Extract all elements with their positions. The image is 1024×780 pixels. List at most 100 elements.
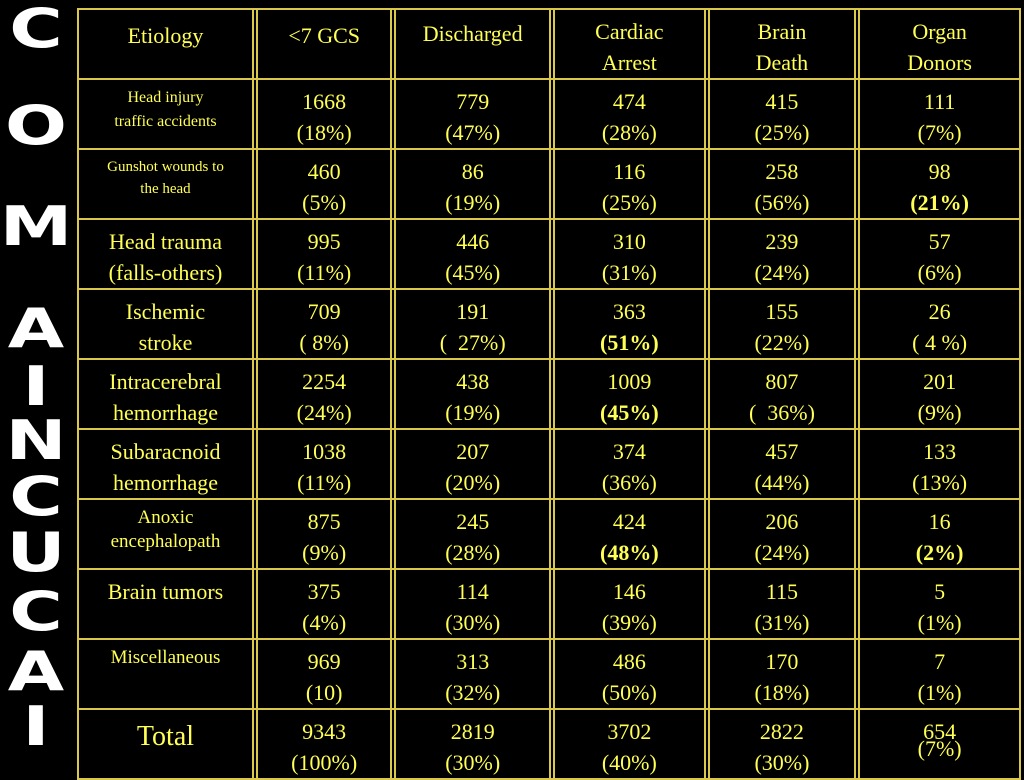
- column-separator: [253, 570, 259, 640]
- cell-value: 115: [765, 579, 799, 604]
- table-row: Subaracnoid hemorrhage 1038 (11%) 207 (20%…: [79, 430, 1019, 500]
- cell-gcs: 875 (9%): [258, 500, 393, 570]
- cell-gcs: 1668 (18%): [258, 80, 393, 150]
- table-row: Miscellaneous 969 (10) 313 (32%) 486 (50%) …: [79, 640, 1019, 710]
- column-separator: [392, 360, 397, 430]
- column-separator: [253, 640, 259, 710]
- cell-discharged: 86 (19%): [396, 150, 551, 220]
- side-title-letter: A: [7, 297, 65, 360]
- cell-percent: (25%): [601, 190, 657, 215]
- cell-brain-death: 239 (24%): [709, 220, 857, 290]
- side-title-letter: U: [6, 521, 66, 584]
- row-label: Brain tumors: [79, 570, 254, 640]
- cell-percent: (10): [305, 680, 343, 705]
- cell-value: 9343: [302, 719, 347, 744]
- header-gcs: <7 GCS: [258, 10, 393, 80]
- side-title: C O M A I N C U C A I: [0, 0, 72, 768]
- cell-value: 424: [612, 509, 646, 534]
- column-separator: [253, 10, 259, 80]
- table-row: Head injury traffic accidents 1668 (18%) …: [79, 80, 1019, 150]
- cell-value: 438: [456, 369, 490, 394]
- column-separator: [705, 500, 710, 570]
- column-separator: [856, 430, 861, 500]
- cell-cardiac: 474 (28%): [555, 80, 706, 150]
- cell-percent: (48%): [600, 540, 659, 565]
- column-separator: [705, 360, 710, 430]
- column-separator: [253, 80, 259, 150]
- cell-percent: (6%): [917, 260, 962, 285]
- cell-value: 114: [456, 579, 489, 604]
- cell-gcs: 2254 (24%): [258, 360, 393, 430]
- cell-percent: (24%): [754, 540, 810, 565]
- column-separator: [392, 500, 397, 570]
- row-label: Miscellaneous: [79, 640, 254, 710]
- column-separator: [253, 500, 259, 570]
- cell-value: 415: [765, 89, 799, 114]
- column-separator: [706, 710, 710, 778]
- cell-cardiac: 116 (25%): [555, 150, 706, 220]
- column-separator: [551, 10, 556, 80]
- cell-value: 969: [307, 649, 341, 674]
- cell-percent: (32%): [445, 680, 501, 705]
- cell-value: 3702: [607, 719, 652, 744]
- cell-value: 170: [765, 649, 799, 674]
- cell-value: 474: [612, 89, 646, 114]
- cell-value: 807: [765, 369, 799, 394]
- etiology-table: Etiology <7 GCS Discharged Cardiac Arres…: [77, 8, 1021, 780]
- cell-percent: (28%): [601, 120, 657, 145]
- row-label-line: hemorrhage: [112, 400, 219, 425]
- header-cardiac-arrest-line: Cardiac: [595, 19, 664, 44]
- cell-percent: (100%): [291, 750, 358, 775]
- cell-value: 86: [461, 159, 484, 184]
- header-discharged: Discharged: [396, 10, 551, 80]
- cell-value: 155: [765, 299, 799, 324]
- cell-organ-donors: 5 (1%): [860, 570, 1019, 640]
- cell-percent: (36%): [601, 470, 657, 495]
- cell-discharged: 313 (32%): [396, 640, 551, 710]
- cell-organ-donors: 26 ( 4 %): [860, 290, 1019, 360]
- cell-cardiac: 486 (50%): [555, 640, 706, 710]
- cell-value: 7: [934, 649, 946, 674]
- column-separator: [392, 430, 397, 500]
- column-separator: [856, 220, 861, 290]
- cell-percent: (30%): [445, 610, 501, 635]
- side-title-letter: C: [9, 465, 63, 528]
- row-label-line: Subaracnoid: [110, 439, 221, 464]
- row-label-line: traffic accidents: [114, 113, 217, 130]
- column-separator: [551, 500, 556, 570]
- cell-cardiac: 1009 (45%): [555, 360, 706, 430]
- table-row: Ischemic stroke 709 ( 8%) 191 ( 27%) 363 (5…: [79, 290, 1019, 360]
- column-separator: [551, 710, 556, 778]
- cell-percent: (1%): [917, 680, 962, 705]
- cell-value: 2819: [450, 719, 495, 744]
- cell-brain-death: 170 (18%): [709, 640, 857, 710]
- cell-percent: (44%): [754, 470, 810, 495]
- column-separator: [856, 570, 861, 640]
- cell-value: 2254: [302, 369, 347, 394]
- cell-percent: (18%): [296, 120, 352, 145]
- cell-value: 206: [765, 509, 799, 534]
- row-label: Subaracnoid hemorrhage: [79, 430, 254, 500]
- cell-discharged: 245 (28%): [396, 500, 551, 570]
- side-title-letter: I: [22, 355, 50, 418]
- cell-value: 995: [307, 229, 341, 254]
- column-separator: [856, 290, 861, 360]
- column-separator: [705, 80, 710, 150]
- cell-percent: (50%): [601, 680, 657, 705]
- cell-gcs: 709 ( 8%): [258, 290, 393, 360]
- cell-percent: (45%): [600, 400, 659, 425]
- cell-value: 98: [928, 159, 951, 184]
- cell-organ-donors: 16 (2%): [860, 500, 1019, 570]
- cell-value: 16: [928, 509, 951, 534]
- row-label-line: (falls-others): [108, 260, 223, 285]
- cell-value: 375: [307, 579, 341, 604]
- cell-percent: (25%): [754, 120, 810, 145]
- cell-brain-death: 457 (44%): [709, 430, 857, 500]
- cell-percent: (11%): [297, 470, 352, 495]
- table-row: Brain tumors 375 (4%) 114 (30%) 146 (39%) 1…: [79, 570, 1019, 640]
- cell-value: 207: [456, 439, 490, 464]
- column-separator: [254, 710, 259, 778]
- cell-percent: (47%): [445, 120, 501, 145]
- cell-brain-death: 807 ( 36%): [709, 360, 857, 430]
- row-label: Head trauma (falls-others): [79, 220, 254, 290]
